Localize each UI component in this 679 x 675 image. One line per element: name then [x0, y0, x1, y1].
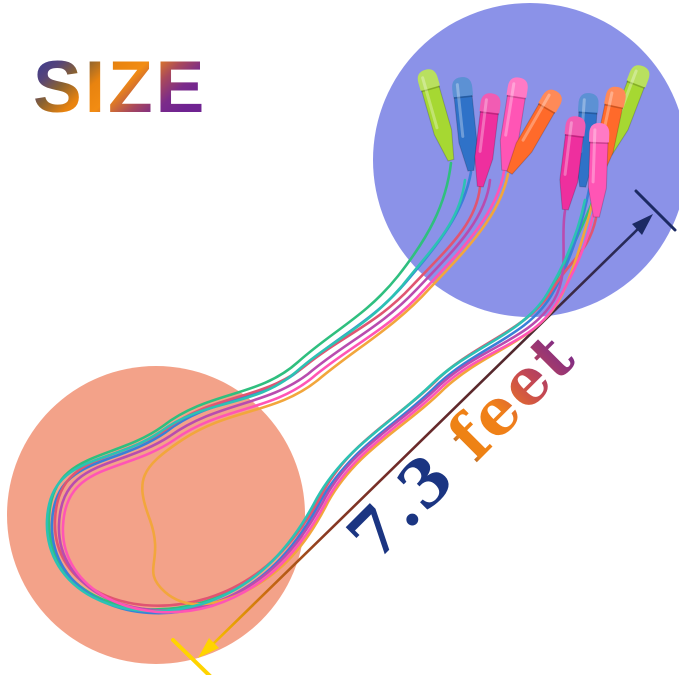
measurement-arrow — [171, 189, 677, 675]
measurement-tick-top — [634, 189, 677, 232]
arrowhead-top — [632, 214, 653, 235]
rope-strand-pink — [61, 169, 595, 614]
measurement-line — [211, 225, 642, 646]
blue-circle-backdrop — [373, 3, 679, 317]
size-heading: SIZE — [33, 47, 207, 128]
rope-strand-orange — [141, 172, 600, 606]
rope-strand-teal — [45, 178, 587, 613]
rope-bundle — [45, 153, 611, 615]
measurement-tick-bottom — [171, 638, 212, 675]
arrowhead-bottom — [198, 638, 219, 658]
